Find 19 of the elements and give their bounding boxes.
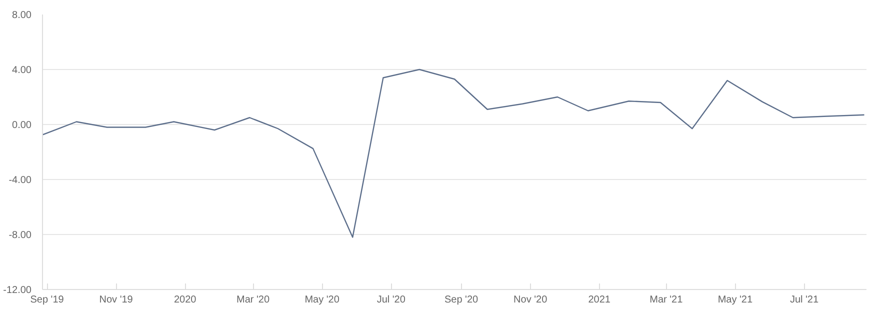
line-series xyxy=(42,68,865,238)
x-tick-label: Sep '20 xyxy=(444,294,479,306)
y-tick-label: -12.00 xyxy=(3,285,32,296)
y-tick-label: 8.00 xyxy=(12,10,32,21)
x-tick-label: Nov '19 xyxy=(99,294,134,306)
x-tick-label: May '20 xyxy=(304,294,340,306)
x-tick-label: Mar '20 xyxy=(236,294,270,306)
x-tick-label: 2021 xyxy=(588,294,611,306)
y-tick-label: 0.00 xyxy=(12,120,32,131)
x-tick-label: Nov '20 xyxy=(514,294,548,306)
x-tick-label: Jul '20 xyxy=(376,294,406,306)
y-tick-label: -8.00 xyxy=(8,230,32,241)
x-tick-label: May '21 xyxy=(718,294,753,306)
y-tick-label: -4.00 xyxy=(8,175,32,186)
x-tick-label: Sep '19 xyxy=(30,294,64,306)
x-tick-label: 2020 xyxy=(174,294,197,306)
x-tick-label: Mar '21 xyxy=(650,294,684,306)
y-tick-label: 4.00 xyxy=(12,65,32,76)
x-tick-label: Jul '21 xyxy=(790,294,819,306)
